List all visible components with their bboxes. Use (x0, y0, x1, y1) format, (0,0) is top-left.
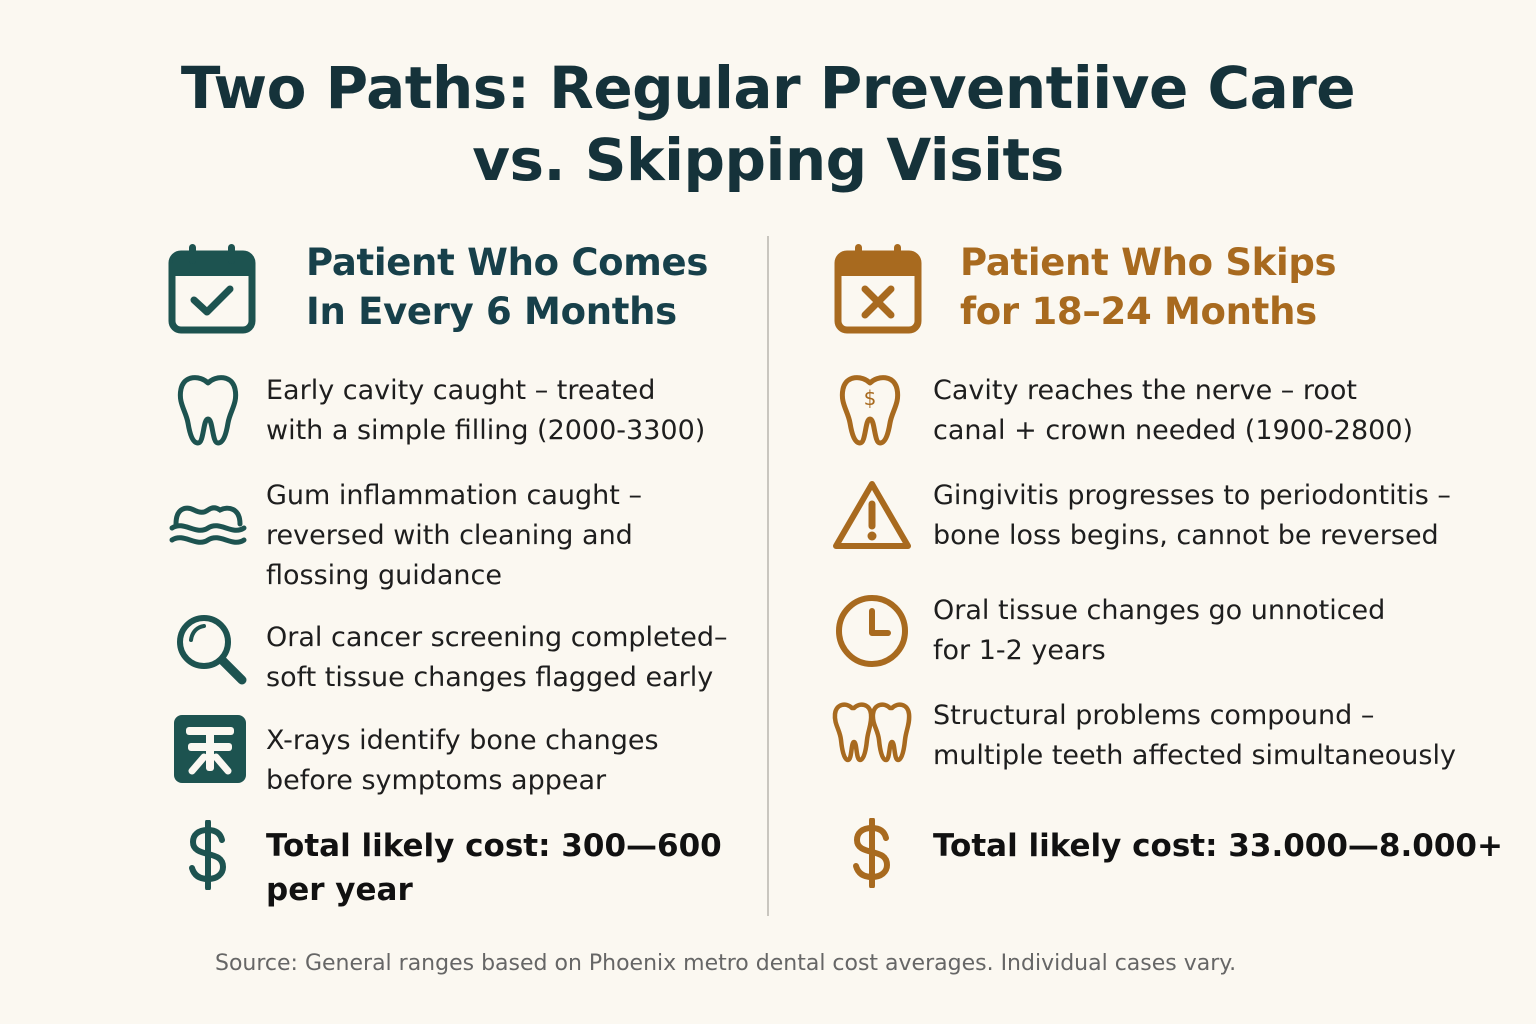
gum-icon (168, 498, 248, 554)
skipping-visits-heading: Patient Who Skips for 18–24 Months (960, 238, 1337, 336)
heading-line-2: for 18–24 Months (960, 290, 1317, 333)
item-line-1: X-rays identify bone changes (266, 725, 659, 756)
calendar-check-icon (168, 242, 258, 334)
item-line-1: Early cavity caught – treated (266, 375, 656, 406)
item-line-2: with a simple filling (2000-3300) (266, 415, 706, 446)
clock-icon (834, 593, 910, 669)
cost-text: Total likely cost: 300—600 per year (266, 824, 722, 912)
heading-line-2: In Every 6 Months (306, 290, 677, 333)
cost-line-2: per year (266, 872, 413, 908)
item-text: Gum inflammation caught – reversed with … (266, 476, 642, 596)
item-line-3: flossing guidance (266, 560, 502, 591)
item-line-2: multiple teeth affected simultaneously (933, 740, 1456, 771)
svg-text:$: $ (864, 386, 877, 410)
item-text: Gingivitis progresses to periodontitis –… (933, 476, 1451, 556)
cost-text: Total likely cost: 33.000—8.000+ (933, 824, 1503, 868)
item-line-2: canal + crown needed (1900-2800) (933, 415, 1414, 446)
item-text: Oral tissue changes go unnoticed for 1-2… (933, 591, 1385, 671)
magnifier-icon (174, 612, 250, 688)
skipping-visits-column: Patient Who Skips for 18–24 Months $ Cav… (830, 236, 1520, 888)
source-note: Source: General ranges based on Phoenix … (215, 951, 1237, 976)
item-text: Early cavity caught – treated with a sim… (266, 371, 705, 451)
item-text: X-rays identify bone changes before symp… (266, 721, 659, 801)
regular-care-column: Patient Who Comes In Every 6 Months Earl… (168, 236, 758, 908)
calendar-x-icon (834, 242, 924, 334)
item-line-1: Oral cancer screening completed– (266, 622, 728, 653)
heading-line-1: Patient Who Skips (960, 241, 1337, 284)
title-line-1: Two Paths: Regular Preventiive Care (180, 54, 1356, 122)
item-line-1: Gum inflammation caught – (266, 480, 642, 511)
item-text: Oral cancer screening completed– soft ti… (266, 618, 727, 698)
item-line-2: reversed with cleaning and (266, 520, 633, 551)
cost-line-1: Total likely cost: 33.000—8.000+ (933, 828, 1503, 864)
skipping-visits-header: Patient Who Skips for 18–24 Months (830, 236, 1520, 346)
item-line-1: Structural problems compound – (933, 700, 1375, 731)
title-line-2: vs. Skipping Visits (472, 126, 1064, 194)
tooth-dollar-icon: $ (838, 371, 902, 447)
heading-line-1: Patient Who Comes (306, 241, 709, 284)
item-line-1: Gingivitis progresses to periodontitis – (933, 480, 1451, 511)
item-line-2: bone loss begins, cannot be reversed (933, 520, 1439, 551)
item-text: Cavity reaches the nerve – root canal + … (933, 371, 1413, 451)
tooth-icon (176, 371, 240, 447)
xray-icon (174, 715, 246, 785)
cost-line-1: Total likely cost: 300—600 (266, 828, 722, 864)
warning-icon (832, 478, 912, 552)
item-line-2: for 1-2 years (933, 635, 1106, 666)
item-line-1: Oral tissue changes go unnoticed (933, 595, 1386, 626)
item-line-2: before symptoms appear (266, 765, 607, 796)
teeth-icon (832, 700, 912, 764)
item-text: Structural problems compound – multiple … (933, 696, 1456, 776)
dollar-icon (850, 818, 894, 888)
regular-care-heading: Patient Who Comes In Every 6 Months (306, 238, 708, 336)
page-title: Two Paths: Regular Preventiive Care vs. … (0, 52, 1536, 196)
item-line-2: soft tissue changes flagged early (266, 662, 714, 693)
dollar-icon (186, 820, 230, 890)
column-divider (767, 236, 769, 916)
regular-care-header: Patient Who Comes In Every 6 Months (168, 236, 758, 346)
item-line-1: Cavity reaches the nerve – root (933, 375, 1358, 406)
